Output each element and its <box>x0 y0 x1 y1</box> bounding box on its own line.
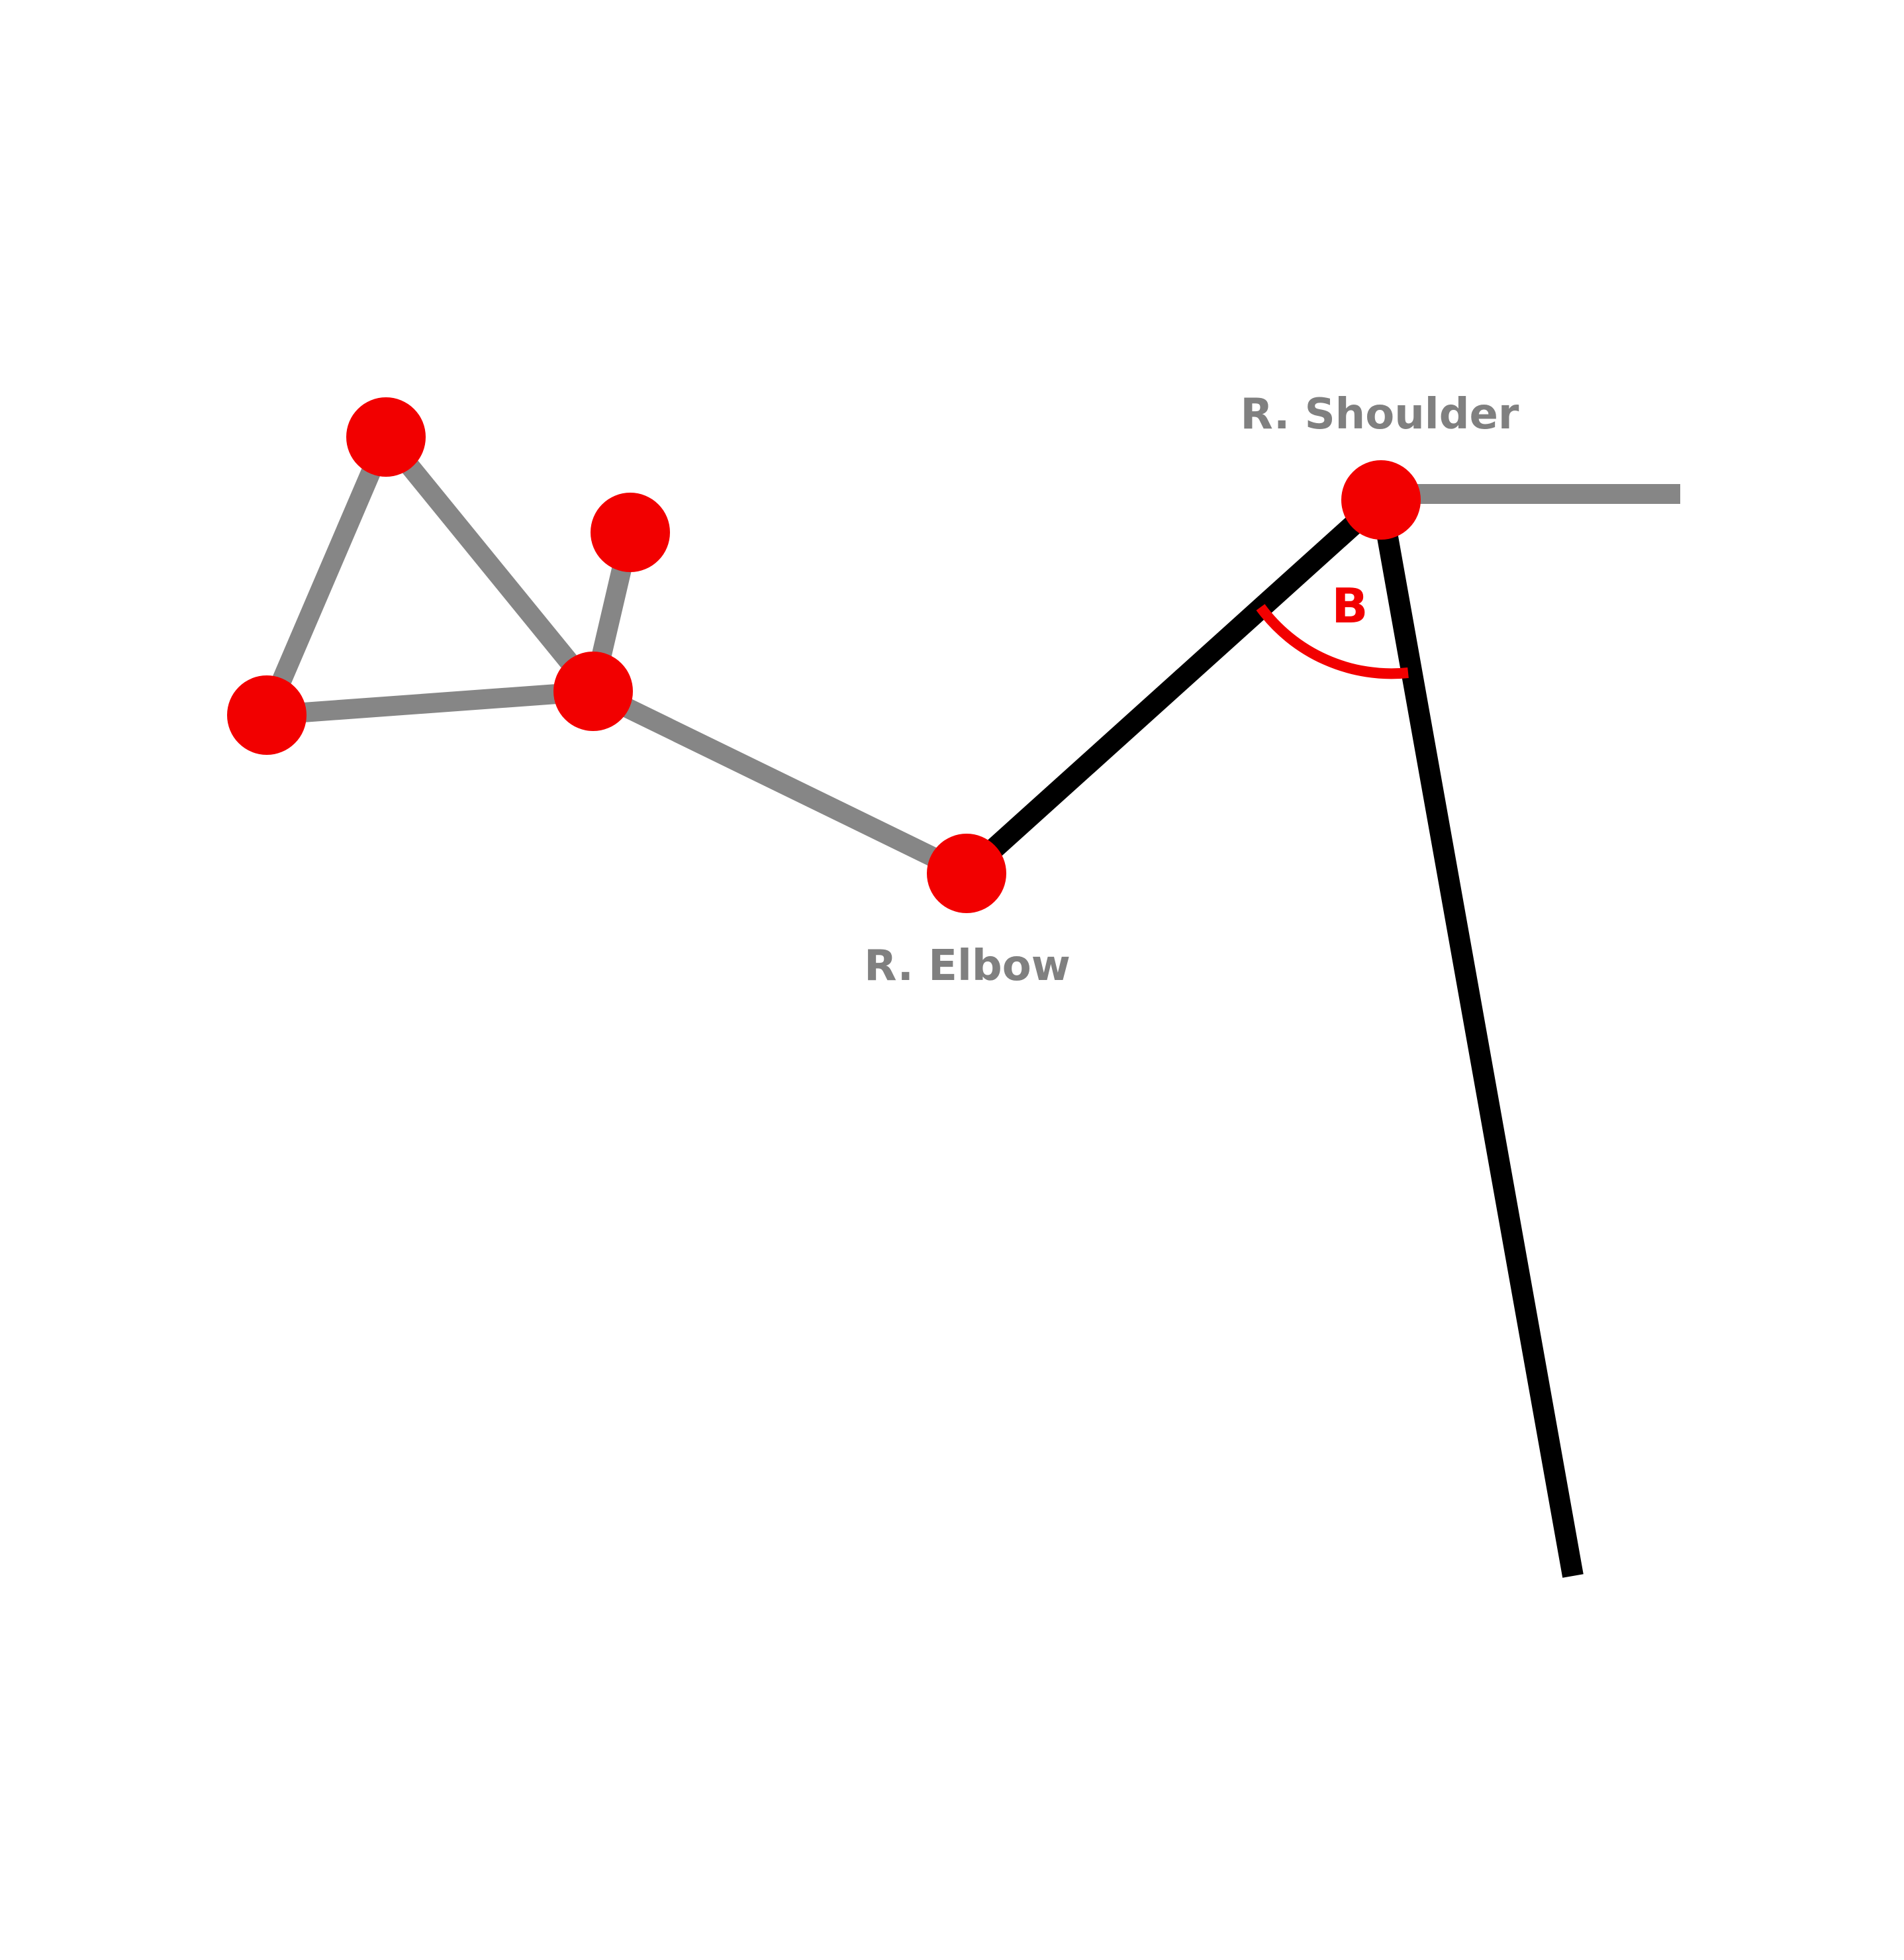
angle-arc <box>1256 604 1409 679</box>
bone-neck-to-elbow <box>589 682 971 883</box>
joint-nose <box>591 493 670 572</box>
bone-head-left-to-neck <box>265 681 595 725</box>
bone-head-top-to-head-left <box>258 433 395 719</box>
bone-shoulder-to-wrist <box>1370 498 1584 1578</box>
bone-head-top-to-neck <box>378 430 601 698</box>
shoulder-label: R. Shoulder <box>1241 390 1519 439</box>
joint-head-left <box>227 675 307 755</box>
joint-right-shoulder <box>1341 460 1421 540</box>
joints <box>227 397 1421 913</box>
elbow-label: R. Elbow <box>864 942 1071 991</box>
highlighted-bones <box>959 492 1584 1578</box>
angle-label: B <box>1332 578 1368 634</box>
joint-head-top <box>346 397 426 477</box>
joint-neck <box>553 652 633 731</box>
joint-right-elbow <box>927 834 1006 913</box>
bone-elbow-to-shoulder <box>959 492 1388 881</box>
